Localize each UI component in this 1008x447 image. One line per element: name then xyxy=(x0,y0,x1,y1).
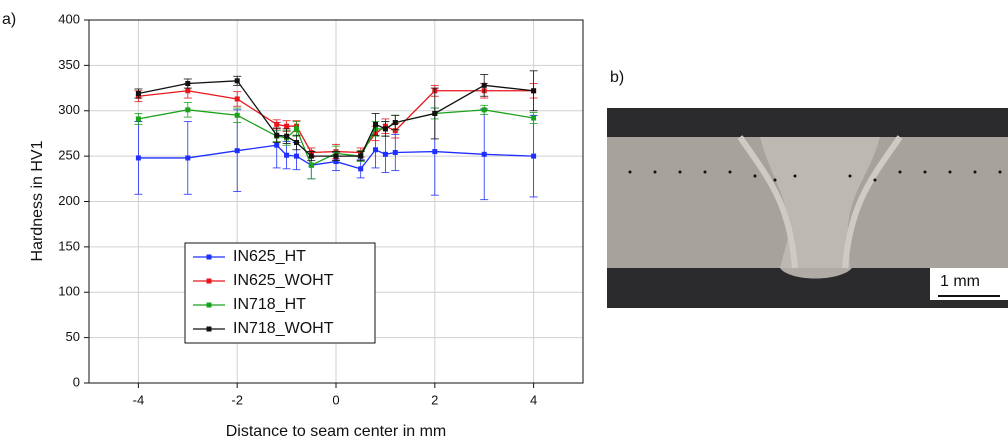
data-point xyxy=(284,123,290,129)
y-tick-label: 50 xyxy=(66,329,80,344)
data-point xyxy=(392,149,398,155)
data-point xyxy=(481,82,487,88)
data-point xyxy=(274,121,280,127)
indents xyxy=(628,170,1002,182)
data-point xyxy=(135,155,141,161)
data-point xyxy=(185,81,191,87)
heat-affected-zone xyxy=(737,135,798,269)
x-tick-label: -4 xyxy=(133,392,145,407)
data-point xyxy=(382,151,388,157)
data-point xyxy=(531,115,537,121)
data-point xyxy=(333,153,339,159)
y-tick-label: 350 xyxy=(58,57,80,72)
data-point xyxy=(284,152,290,158)
data-point xyxy=(531,153,537,159)
y-tick-label: 0 xyxy=(73,374,80,389)
y-tick-label: 300 xyxy=(58,102,80,117)
legend-marker xyxy=(206,278,212,284)
data-point xyxy=(293,126,299,132)
y-tick-label: 250 xyxy=(58,148,80,163)
legend-label: IN718_HT xyxy=(233,296,306,313)
x-tick-label: 0 xyxy=(332,392,339,407)
data-point xyxy=(293,140,299,146)
data-point xyxy=(234,96,240,102)
legend-marker xyxy=(206,302,212,308)
data-point xyxy=(358,166,364,172)
y-axis-label: Hardness in HV1 xyxy=(29,140,46,261)
data-point xyxy=(392,128,398,134)
data-point xyxy=(432,110,438,116)
data-point xyxy=(373,121,379,127)
legend-box xyxy=(184,242,376,344)
weld-root xyxy=(780,268,852,279)
data-point xyxy=(135,91,141,97)
legend-label: IN625_WOHT xyxy=(233,272,334,289)
data-point xyxy=(284,133,290,139)
data-point xyxy=(185,155,191,161)
scale-bar-label: 1 mm xyxy=(940,273,980,290)
data-point xyxy=(293,153,299,159)
y-tick-label: 100 xyxy=(58,284,80,299)
legend-marker xyxy=(206,254,212,260)
data-point xyxy=(373,147,379,153)
data-point xyxy=(358,153,364,159)
x-tick-label: -2 xyxy=(231,392,243,407)
y-tick-label: 150 xyxy=(58,238,80,253)
data-point xyxy=(274,142,280,148)
data-point xyxy=(392,120,398,126)
data-point xyxy=(185,107,191,113)
data-point xyxy=(234,78,240,84)
panel-label: a) xyxy=(2,11,16,28)
x-tick-label: 4 xyxy=(530,392,537,407)
micrograph: 1 mm xyxy=(607,108,1008,308)
y-tick-label: 200 xyxy=(58,193,80,208)
y-tick-label: 400 xyxy=(58,11,80,26)
data-point xyxy=(308,153,314,159)
x-axis-label: Distance to seam center in mm xyxy=(226,423,447,440)
data-point xyxy=(333,159,339,165)
data-point xyxy=(234,112,240,118)
plot-frame xyxy=(88,19,584,384)
panel-label: b) xyxy=(610,69,624,86)
legend-label: IN718_WOHT xyxy=(233,320,334,337)
data-point xyxy=(135,116,141,122)
series xyxy=(134,70,538,162)
data-point xyxy=(308,162,314,168)
legend: IN625_HT IN625_WOHT IN718_HT IN718_WOHT xyxy=(184,242,376,344)
legend-marker xyxy=(206,326,212,332)
data-point xyxy=(185,88,191,94)
heat-affected-zone xyxy=(842,135,903,269)
scale-bar-background xyxy=(930,268,1008,300)
data-point xyxy=(531,88,537,94)
x-tick-label: 2 xyxy=(431,392,438,407)
legend-label: IN625_HT xyxy=(233,248,306,265)
data-point xyxy=(432,149,438,155)
data-point xyxy=(234,148,240,154)
data-point xyxy=(274,132,280,138)
data-point xyxy=(481,151,487,157)
data-point xyxy=(481,107,487,113)
data-point xyxy=(382,126,388,132)
